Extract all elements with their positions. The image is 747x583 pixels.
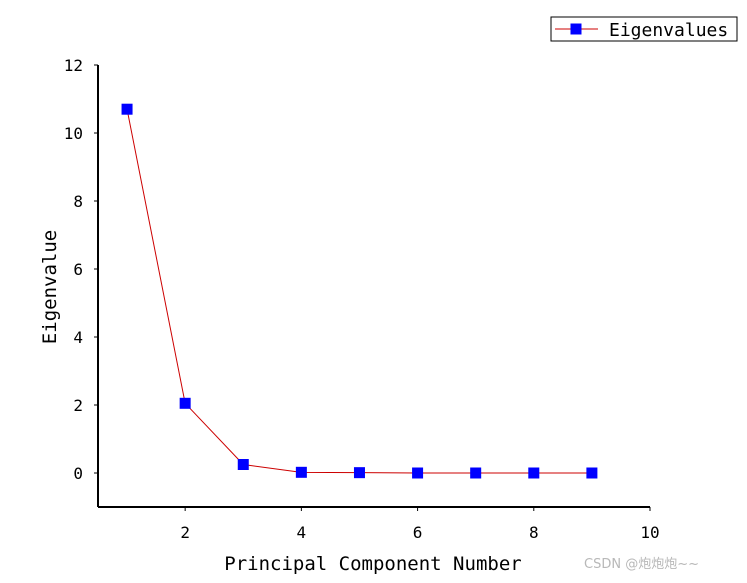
y-tick-label: 6 (73, 260, 83, 279)
data-point-marker (295, 466, 307, 478)
y-tick-label: 12 (64, 56, 83, 75)
data-point-marker (237, 459, 249, 470)
x-tick-label: 6 (413, 523, 423, 542)
y-axis-title: Eigenvalue (39, 230, 61, 344)
data-point-marker (470, 467, 482, 479)
watermark: CSDN @炮炮炮~~ (584, 557, 699, 572)
series-layer (121, 103, 598, 479)
data-point-marker (528, 467, 540, 479)
y-tick-label: 4 (73, 328, 83, 347)
y-tick-label: 8 (73, 192, 83, 211)
x-tick-label: 4 (297, 523, 307, 542)
x-tick-label: 10 (640, 523, 659, 542)
axes (97, 65, 650, 508)
x-axis-title: Principal Component Number (224, 553, 521, 575)
x-tick-label: 8 (529, 523, 539, 542)
data-point-marker (179, 397, 191, 409)
legend-marker-swatch (570, 23, 582, 35)
data-point-marker (586, 467, 598, 479)
legend: Eigenvalues (550, 16, 738, 42)
series-line (126, 109, 592, 474)
y-tick-label: 0 (73, 464, 83, 483)
legend-label: Eigenvalues (609, 20, 728, 41)
data-point-marker (412, 467, 424, 479)
x-tick-label: 2 (180, 523, 190, 542)
data-point-marker (353, 467, 365, 479)
y-tick-label: 10 (64, 124, 83, 143)
y-tick-label: 2 (73, 396, 83, 415)
axis-ticks: 0 2 4 6 8 10 12 2 4 6 8 10 (64, 56, 660, 542)
data-point-marker (121, 103, 133, 115)
